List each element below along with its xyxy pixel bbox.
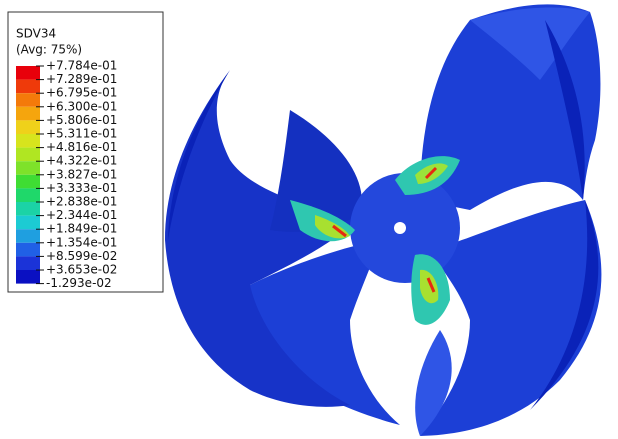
color-band xyxy=(16,120,40,134)
color-band xyxy=(16,188,40,202)
color-band xyxy=(16,66,40,80)
hub-hole xyxy=(394,222,406,234)
legend-label: +8.599e-02 xyxy=(46,249,117,263)
color-band xyxy=(16,243,40,257)
color-band xyxy=(16,216,40,230)
legend-label: +2.838e-01 xyxy=(46,195,117,209)
legend-label: +6.300e-01 xyxy=(46,99,117,113)
legend-label: +4.816e-01 xyxy=(46,140,117,154)
legend-subtitle: (Avg: 75%) xyxy=(16,43,82,57)
legend-label: +4.322e-01 xyxy=(46,154,117,168)
color-band xyxy=(16,202,40,216)
legend: SDV34 (Avg: 75%) +7.784e-01+7.289e-01+6.… xyxy=(8,12,163,292)
legend-label: +5.311e-01 xyxy=(46,127,117,141)
legend-title: SDV34 xyxy=(16,27,56,41)
color-band xyxy=(16,148,40,162)
legend-label: +3.653e-02 xyxy=(46,263,117,277)
legend-label: +3.333e-01 xyxy=(46,181,117,195)
legend-label: +5.806e-01 xyxy=(46,113,117,127)
fan-model xyxy=(165,4,601,436)
color-band xyxy=(16,175,40,189)
color-band xyxy=(16,256,40,270)
legend-label: +3.827e-01 xyxy=(46,167,117,181)
legend-label: +2.344e-01 xyxy=(46,208,117,222)
contour-plot: SDV34 (Avg: 75%) +7.784e-01+7.289e-01+6.… xyxy=(0,0,618,439)
legend-label: +7.784e-01 xyxy=(46,59,117,73)
color-band xyxy=(16,80,40,94)
legend-label: +7.289e-01 xyxy=(46,72,117,86)
legend-label: -1.293e-02 xyxy=(46,276,112,290)
color-band xyxy=(16,270,40,284)
legend-label: +1.354e-01 xyxy=(46,235,117,249)
color-band xyxy=(16,93,40,107)
legend-label: +6.795e-01 xyxy=(46,86,117,100)
legend-label: +1.849e-01 xyxy=(46,222,117,236)
color-band xyxy=(16,107,40,121)
color-band xyxy=(16,134,40,148)
color-band xyxy=(16,229,40,243)
color-band xyxy=(16,161,40,175)
